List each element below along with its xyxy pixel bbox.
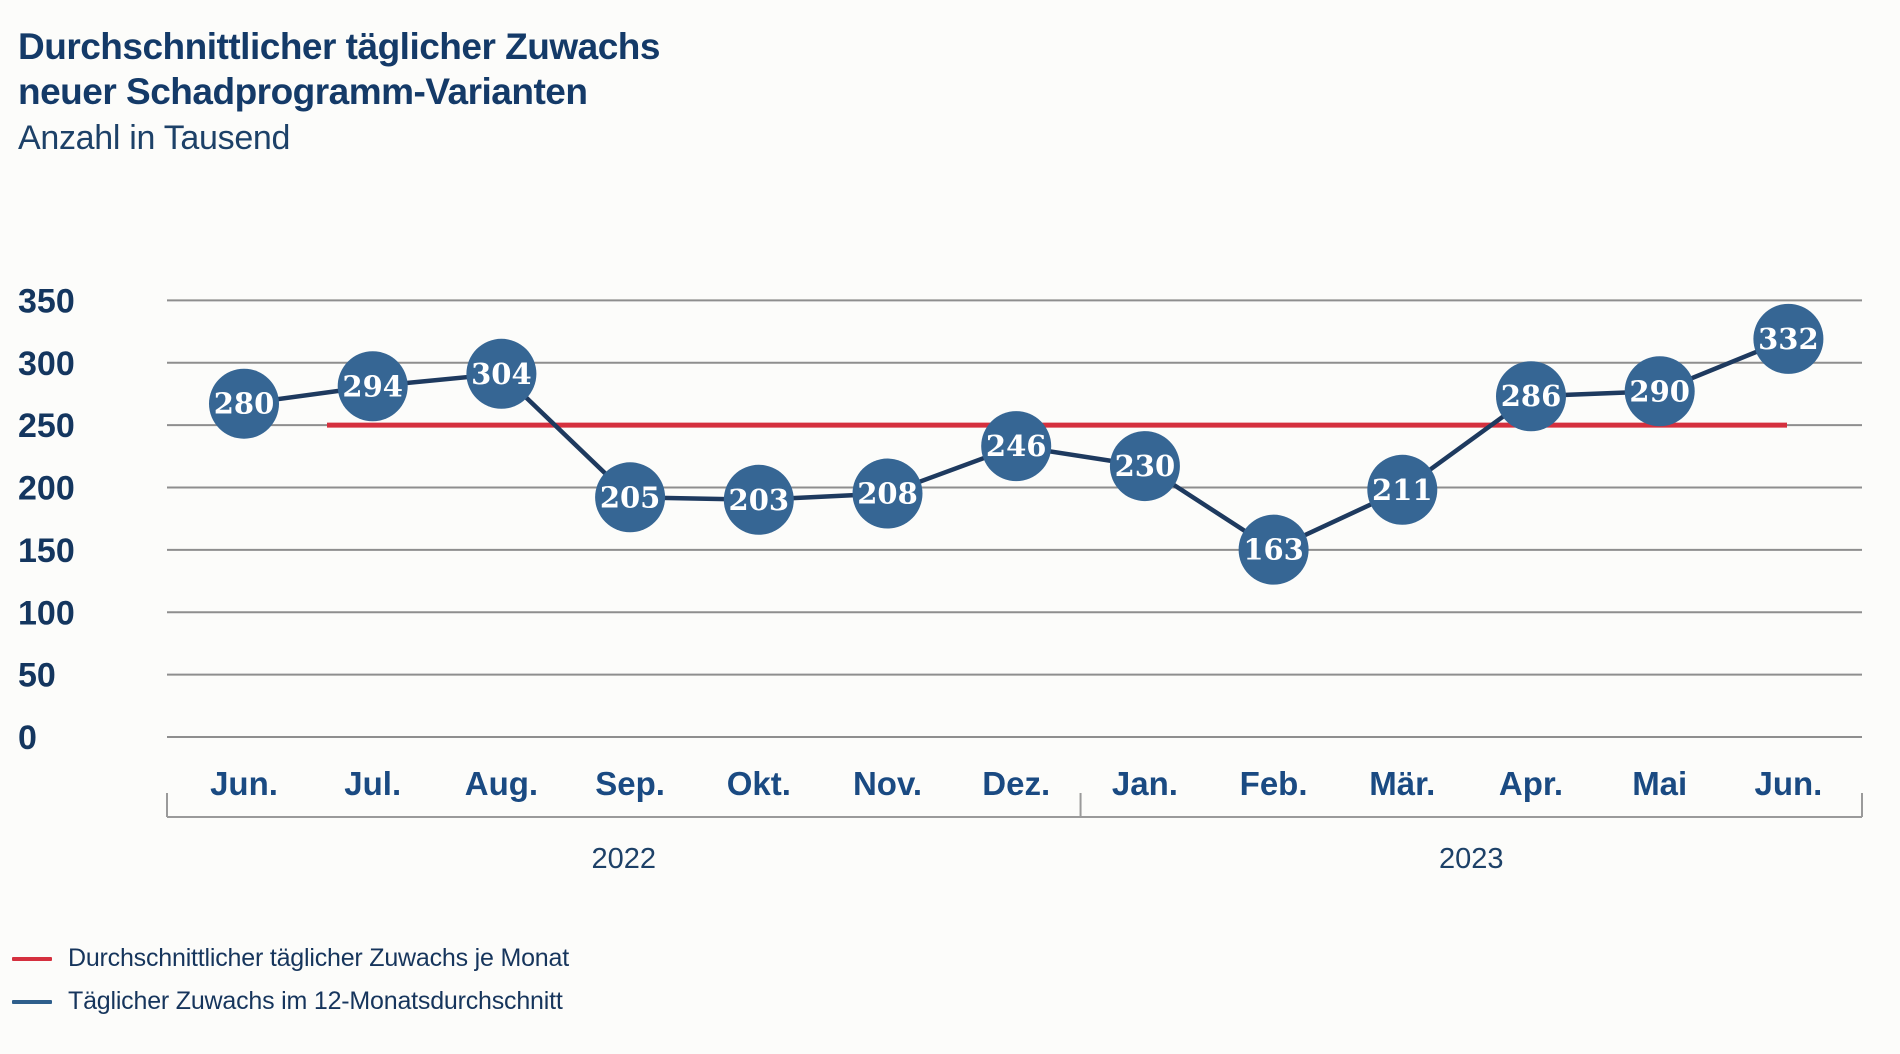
data-point-label: 286 [1501,379,1562,413]
data-point [1496,361,1566,432]
line-chart-canvas: 0 50 100 150 200 250 300 350 280 294 304 205 203 208 2… [18,282,1863,875]
red-line-swatch-icon [12,956,52,961]
data-point [595,462,666,533]
year-label: 2022 [592,843,657,875]
y-tick-label: 250 [18,407,75,445]
chart-title: Durchschnittlicher täglicher Zuwachs neu… [18,24,660,114]
month-label: Jun. [1754,765,1822,802]
month-label: Jan. [1112,765,1178,802]
chart-subtitle: Anzahl in Tausend [18,119,291,157]
month-label: Dez. [982,765,1050,802]
data-point-label: 205 [600,480,661,514]
data-point [337,351,408,422]
chart-title-block: Durchschnittlicher täglicher Zuwachs neu… [18,24,660,158]
data-point [1753,303,1824,374]
month-label: Mai [1632,765,1687,802]
y-tick-label: 0 [18,719,37,757]
data-point [1238,514,1309,585]
month-label: Jun. [210,765,278,802]
legend-label-12-month-average: Täglicher Zuwachs im 12-Monatsdurchschni… [68,987,563,1015]
data-point [466,338,537,409]
y-tick-label: 150 [18,532,75,570]
month-label: Mär. [1369,765,1435,802]
year-label: 2023 [1439,843,1504,875]
month-label: Okt. [727,765,791,802]
y-tick-label: 350 [18,282,75,320]
data-point-label: 230 [1115,449,1176,483]
month-label: Feb. [1240,765,1308,802]
chart-title-line2: neuer Schadprogramm-Varianten [18,71,588,112]
legend-item-average-per-month: Durchschnittlicher täglicher Zuwachs je … [12,944,569,973]
data-point [852,458,923,529]
data-point-label: 208 [857,477,918,511]
data-point [1367,454,1438,525]
data-point-label: 163 [1243,533,1304,567]
data-point-label: 304 [471,357,532,391]
data-point-label: 203 [729,483,790,517]
legend-label-average-per-month: Durchschnittlicher täglicher Zuwachs je … [68,944,569,972]
chart-title-line1: Durchschnittlicher täglicher Zuwachs [18,26,660,67]
chart-legend: Durchschnittlicher täglicher Zuwachs je … [12,944,569,1016]
data-point [1624,356,1695,427]
data-point-label: 332 [1758,322,1819,356]
y-tick-label: 200 [18,470,75,508]
data-point [981,411,1052,482]
month-label: Aug. [465,765,538,802]
month-label: Nov. [853,765,922,802]
y-tick-label: 50 [18,657,56,695]
y-tick-label: 100 [18,594,75,632]
data-point-label: 280 [214,387,275,421]
data-point-label: 211 [1372,473,1433,507]
data-point [723,464,794,535]
month-label: Jul. [344,765,401,802]
data-point [1109,431,1180,502]
y-tick-label: 300 [18,345,75,383]
month-label: Sep. [595,765,665,802]
data-point-label: 290 [1629,374,1690,408]
data-point-label: 246 [986,429,1047,463]
data-point [209,368,279,439]
blue-line-swatch-icon [12,999,52,1004]
axis-year-bracket [166,793,1863,818]
legend-item-12-month-average: Täglicher Zuwachs im 12-Monatsdurchschni… [12,987,569,1016]
month-label: Apr. [1499,765,1563,802]
data-point-label: 294 [342,369,403,403]
